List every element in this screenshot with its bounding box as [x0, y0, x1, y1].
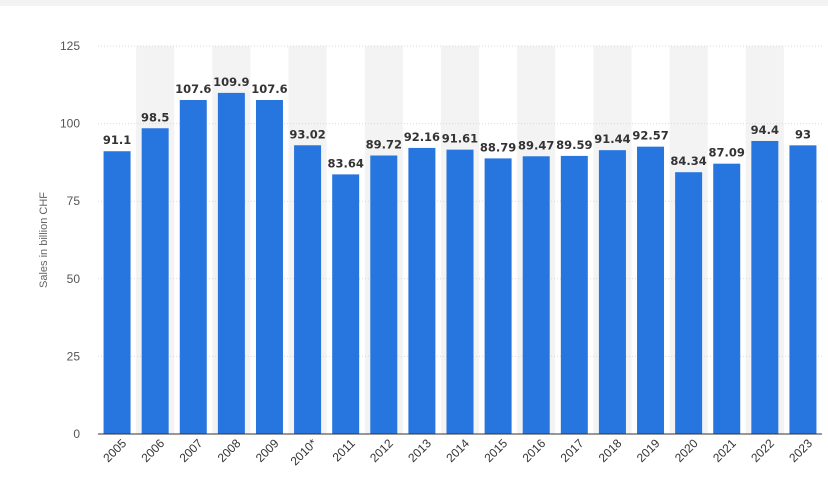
x-axis-ticks: 2005 2006 2007 2008 2009 2010* 2011 2012 2013 201…: [100, 436, 815, 468]
data-label: 98.5: [141, 110, 169, 124]
x-tick-label: 2006: [138, 436, 167, 465]
bar-2021[interactable]: [713, 163, 741, 434]
x-tick-label: 2018: [596, 436, 625, 465]
data-label: 93.02: [289, 127, 325, 141]
x-tick-label: 2007: [177, 436, 206, 465]
x-tick-label: 2023: [786, 436, 815, 465]
bar-2005[interactable]: [103, 151, 131, 435]
x-tick-label: 2011: [330, 436, 358, 464]
x-tick-label: 2015: [481, 436, 510, 465]
bar-2020[interactable]: [675, 172, 703, 435]
data-label: 92.16: [404, 130, 440, 144]
y-tick-label: 50: [67, 272, 81, 286]
data-labels: 91.198.5107.6109.9107.693.0283.6489.7292…: [103, 75, 811, 171]
y-axis-title: Sales in billion CHF: [38, 192, 50, 288]
bar-2015[interactable]: [484, 158, 512, 434]
bar-2008[interactable]: [217, 92, 245, 435]
y-tick-label: 125: [60, 39, 80, 53]
x-tick-label: 2020: [672, 436, 701, 465]
bar-2009[interactable]: [255, 100, 283, 435]
data-label: 92.57: [632, 129, 668, 143]
data-label: 84.34: [670, 154, 706, 168]
top-strip: [0, 0, 828, 6]
bar-2018[interactable]: [598, 150, 626, 435]
x-tick-label: 2019: [634, 436, 663, 465]
x-tick-label: 2017: [558, 436, 587, 465]
bar-2007[interactable]: [179, 100, 207, 435]
bar-2023[interactable]: [789, 145, 817, 434]
data-label: 89.59: [556, 138, 592, 152]
data-label: 89.47: [518, 138, 554, 152]
data-label: 94.4: [751, 123, 779, 137]
y-tick-label: 0: [73, 427, 80, 441]
data-label: 91.44: [594, 132, 630, 146]
data-label: 93: [795, 127, 811, 141]
data-label: 83.64: [327, 156, 363, 170]
y-tick-label: 100: [60, 117, 80, 131]
x-tick-label: 2005: [100, 436, 129, 465]
x-tick-label: 2022: [748, 436, 777, 465]
bar-2022[interactable]: [751, 140, 779, 434]
bar-2017[interactable]: [560, 155, 588, 434]
x-tick-label: 2016: [520, 436, 549, 465]
bar-2010*[interactable]: [294, 145, 322, 434]
bar-2019[interactable]: [637, 146, 665, 434]
bar-2006[interactable]: [141, 128, 169, 435]
data-label: 107.6: [175, 82, 211, 96]
x-tick-label: 2012: [367, 436, 396, 465]
bar-2012[interactable]: [370, 155, 398, 434]
data-label: 87.09: [709, 146, 745, 160]
data-label: 89.72: [366, 138, 402, 152]
data-label: 107.6: [251, 82, 287, 96]
x-tick-label: 2013: [405, 436, 434, 465]
x-tick-label: 2008: [215, 436, 244, 465]
y-axis-ticks: 0 25 50 75 100 125: [60, 39, 80, 441]
data-label: 88.79: [480, 140, 516, 154]
x-tick-label: 2014: [443, 436, 472, 465]
x-tick-label: 2021: [710, 436, 739, 465]
bar-2013[interactable]: [408, 147, 436, 434]
data-label: 109.9: [213, 75, 249, 89]
bar-2011[interactable]: [332, 174, 360, 434]
data-label: 91.61: [442, 132, 478, 146]
bar-2014[interactable]: [446, 149, 474, 434]
x-tick-label: 2010*: [288, 436, 320, 468]
bar-2016[interactable]: [522, 156, 550, 434]
y-tick-label: 75: [67, 194, 81, 208]
bars: [103, 92, 817, 435]
x-tick-label: 2009: [253, 436, 282, 465]
data-label: 91.1: [103, 133, 131, 147]
y-tick-label: 25: [67, 349, 81, 363]
